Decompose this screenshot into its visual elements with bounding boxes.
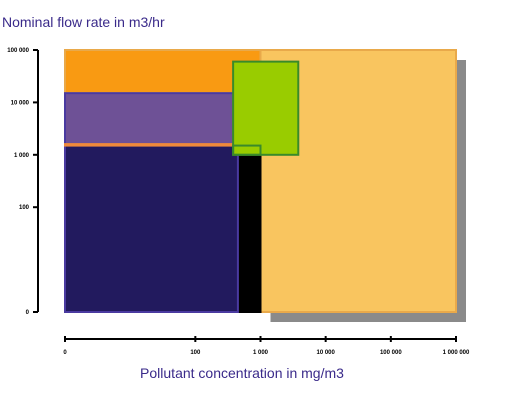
x-tick-label-2: 1 000: [253, 350, 269, 356]
y-tick-label-3: 10 000: [11, 100, 30, 106]
y-tick-label-1: 100: [19, 205, 30, 211]
region-7: [232, 144, 262, 156]
x-tick-label-1: 100: [190, 350, 201, 356]
y-axis-title: Nominal flow rate in m3/hr: [2, 14, 165, 30]
region-layer: [64, 49, 457, 313]
y-tick-label-2: 1 000: [14, 153, 30, 159]
x-tick-label-0: 0: [63, 350, 67, 356]
x-tick-label-5: 1 000 000: [443, 350, 470, 356]
axis-layer: 0 100 1 000 10 000 100 000 0 100 1 000 10 000 100…: [7, 48, 470, 356]
x-tick-label-3: 10 000: [316, 350, 335, 356]
region-5: [64, 143, 262, 147]
region-3: [64, 92, 239, 147]
region-1: [64, 49, 262, 95]
y-tick-label-4: 100 000: [7, 48, 29, 54]
y-tick-label-0: 0: [26, 310, 30, 316]
x-tick-label-4: 100 000: [380, 350, 402, 356]
x-axis-title: Pollutant concentration in mg/m3: [140, 365, 344, 381]
region-6: [232, 60, 300, 156]
region-4: [64, 144, 239, 313]
